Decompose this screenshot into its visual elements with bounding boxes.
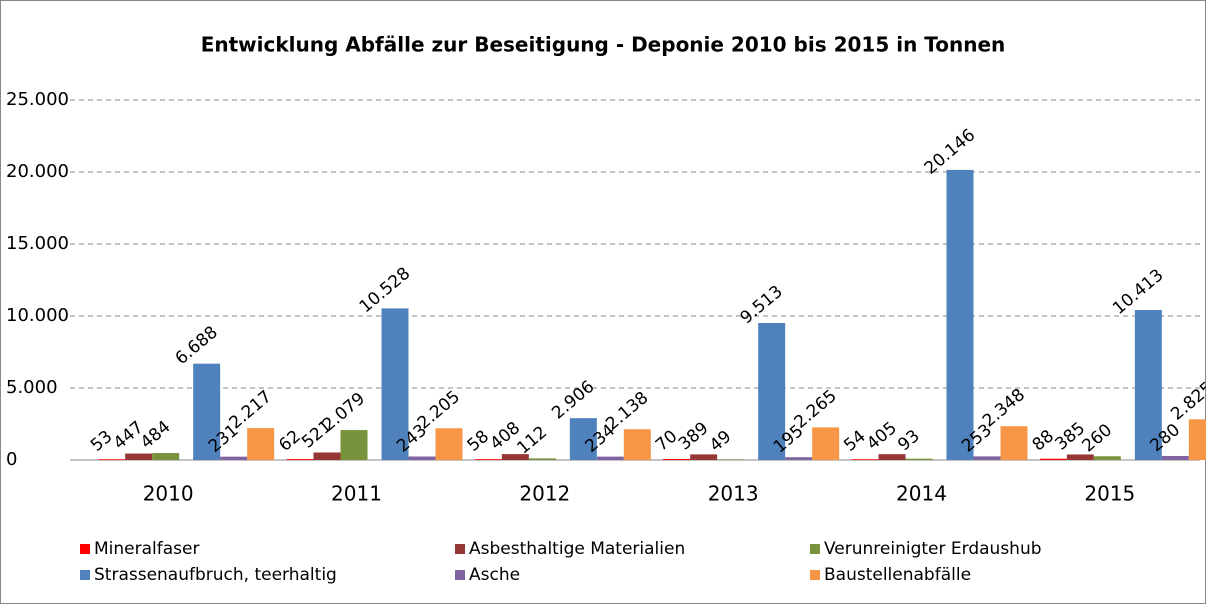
bar (408, 456, 436, 460)
bar (946, 169, 974, 461)
bar (1161, 455, 1189, 460)
bar (785, 457, 813, 460)
bar (98, 459, 126, 460)
legend-label: Asbesthaltige Materialien (469, 539, 685, 559)
bar (623, 429, 651, 460)
legend-swatch (455, 544, 465, 554)
chart-title: Entwicklung Abfälle zur Beseitigung - De… (201, 33, 1006, 57)
bar (528, 458, 556, 460)
bar (905, 458, 933, 460)
bar (690, 454, 718, 460)
bar (193, 363, 221, 460)
legend-swatch (810, 544, 820, 554)
bar (1093, 456, 1121, 460)
y-tick-label: 10.000 (6, 305, 69, 326)
x-tick-label: 2013 (708, 482, 759, 506)
bar (313, 452, 341, 460)
legend-swatch (810, 570, 820, 580)
bar (286, 459, 314, 460)
bar (125, 453, 153, 460)
x-tick-label: 2011 (331, 482, 382, 506)
legend-label: Asche (469, 565, 520, 585)
bar (435, 428, 463, 460)
legend-label: Strassenaufbruch, teerhaltig (94, 565, 337, 585)
y-tick-label: 5.000 (6, 377, 58, 398)
bar (501, 454, 529, 460)
bar (1039, 458, 1067, 460)
bar (878, 454, 906, 460)
x-tick-label: 2014 (896, 482, 947, 506)
legend-label: Baustellenabfälle (824, 565, 971, 585)
legend-swatch (80, 544, 90, 554)
bar (1134, 310, 1162, 460)
bar (717, 459, 745, 460)
bar (973, 456, 1001, 460)
y-tick-label: 25.000 (6, 89, 69, 110)
y-tick-label: 0 (6, 449, 17, 470)
legend-swatch (80, 570, 90, 580)
bar (152, 453, 180, 460)
bar (220, 456, 248, 460)
bar (381, 308, 409, 460)
bar (247, 428, 275, 460)
bar (1000, 426, 1028, 460)
legend-swatch (455, 570, 465, 580)
bar (851, 459, 879, 460)
bar (1188, 419, 1206, 460)
y-tick-label: 20.000 (6, 161, 69, 182)
bar (340, 430, 368, 460)
legend-label: Verunreinigter Erdaushub (824, 539, 1042, 559)
bar (1066, 454, 1094, 460)
bar (596, 456, 624, 460)
bar (663, 458, 691, 460)
bar (758, 323, 786, 460)
x-tick-label: 2015 (1084, 482, 1135, 506)
bar (569, 418, 597, 460)
legend-label: Mineralfaser (94, 539, 199, 559)
bar (474, 459, 502, 460)
bar (812, 427, 840, 460)
x-tick-label: 2012 (519, 482, 570, 506)
x-tick-label: 2010 (143, 482, 194, 506)
y-tick-label: 15.000 (6, 233, 69, 254)
